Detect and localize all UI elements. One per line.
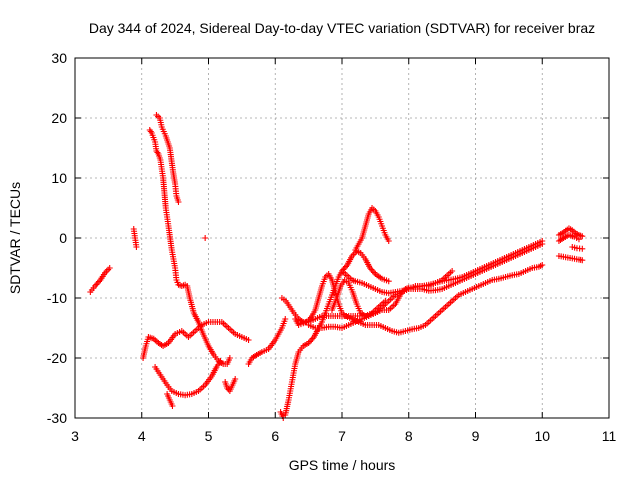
series-t9 xyxy=(184,283,233,367)
x-tick-label: 9 xyxy=(472,428,480,444)
series-t10 xyxy=(222,376,239,394)
series-t22 xyxy=(555,253,586,264)
y-axis-label: SDTVAR / TECUs xyxy=(7,182,23,294)
data-point xyxy=(94,280,101,286)
y-tick-label: 20 xyxy=(51,110,67,126)
data-point xyxy=(385,278,392,285)
series-t6 xyxy=(202,235,209,241)
data-point xyxy=(539,262,546,268)
series-t3 xyxy=(140,319,252,361)
series-t11 xyxy=(245,316,289,367)
series-t7 xyxy=(152,358,224,399)
x-tick-label: 7 xyxy=(338,428,346,444)
x-tick-label: 4 xyxy=(138,428,146,444)
y-tick-label: 30 xyxy=(51,50,67,66)
series-t17 xyxy=(328,277,389,319)
data-point xyxy=(106,265,113,271)
series-t1 xyxy=(87,265,113,295)
series-t4 xyxy=(146,127,191,289)
series-t5 xyxy=(153,112,182,205)
series-t21 xyxy=(555,232,582,244)
data-point xyxy=(385,238,392,244)
series-t2 xyxy=(130,226,140,250)
x-tick-label: 8 xyxy=(405,428,413,444)
x-tick-label: 10 xyxy=(534,428,550,444)
x-axis-label: GPS time / hours xyxy=(289,457,396,473)
data-point xyxy=(133,244,140,250)
data-point xyxy=(226,355,233,361)
plot-frame xyxy=(74,57,610,419)
data-point xyxy=(369,268,376,274)
data-point xyxy=(579,257,586,264)
y-tick-label: 10 xyxy=(51,170,67,186)
x-tick-label: 11 xyxy=(602,428,617,444)
data-point xyxy=(341,265,348,271)
x-tick-label: 5 xyxy=(205,428,213,444)
data-point xyxy=(308,337,315,343)
series-t23 xyxy=(569,244,586,252)
data-point xyxy=(245,337,252,343)
data-point xyxy=(232,376,239,382)
data-point xyxy=(449,268,456,274)
data-point xyxy=(93,281,100,288)
data-point xyxy=(175,199,182,205)
series-t19 xyxy=(339,248,392,285)
data-point xyxy=(169,403,176,409)
series-t8 xyxy=(164,391,176,409)
series-t18 xyxy=(352,205,392,253)
y-tick-label: -30 xyxy=(47,410,67,426)
data-point xyxy=(579,233,586,240)
x-tick-label: 3 xyxy=(71,428,79,444)
y-tick-label: 0 xyxy=(59,230,67,246)
tick-layer: 3 4 5 6 7 8 9 10 11 -30 -20 -10 0 10 20 30 xyxy=(47,50,617,444)
grid-layer xyxy=(75,58,609,418)
y-tick-label: -20 xyxy=(47,350,67,366)
series-t20 xyxy=(555,225,586,240)
chart-title: Day 344 of 2024, Sidereal Day-to-day VTE… xyxy=(89,20,595,36)
data-point xyxy=(371,269,378,276)
data-point xyxy=(202,235,209,241)
series-t15 xyxy=(292,262,546,336)
data-point xyxy=(575,236,582,243)
y-tick-label: -10 xyxy=(47,290,67,306)
data-point xyxy=(382,298,389,304)
data-layer xyxy=(87,112,586,421)
data-point xyxy=(539,238,546,244)
data-point xyxy=(579,245,586,252)
data-point xyxy=(282,316,289,322)
x-tick-label: 6 xyxy=(271,428,279,444)
